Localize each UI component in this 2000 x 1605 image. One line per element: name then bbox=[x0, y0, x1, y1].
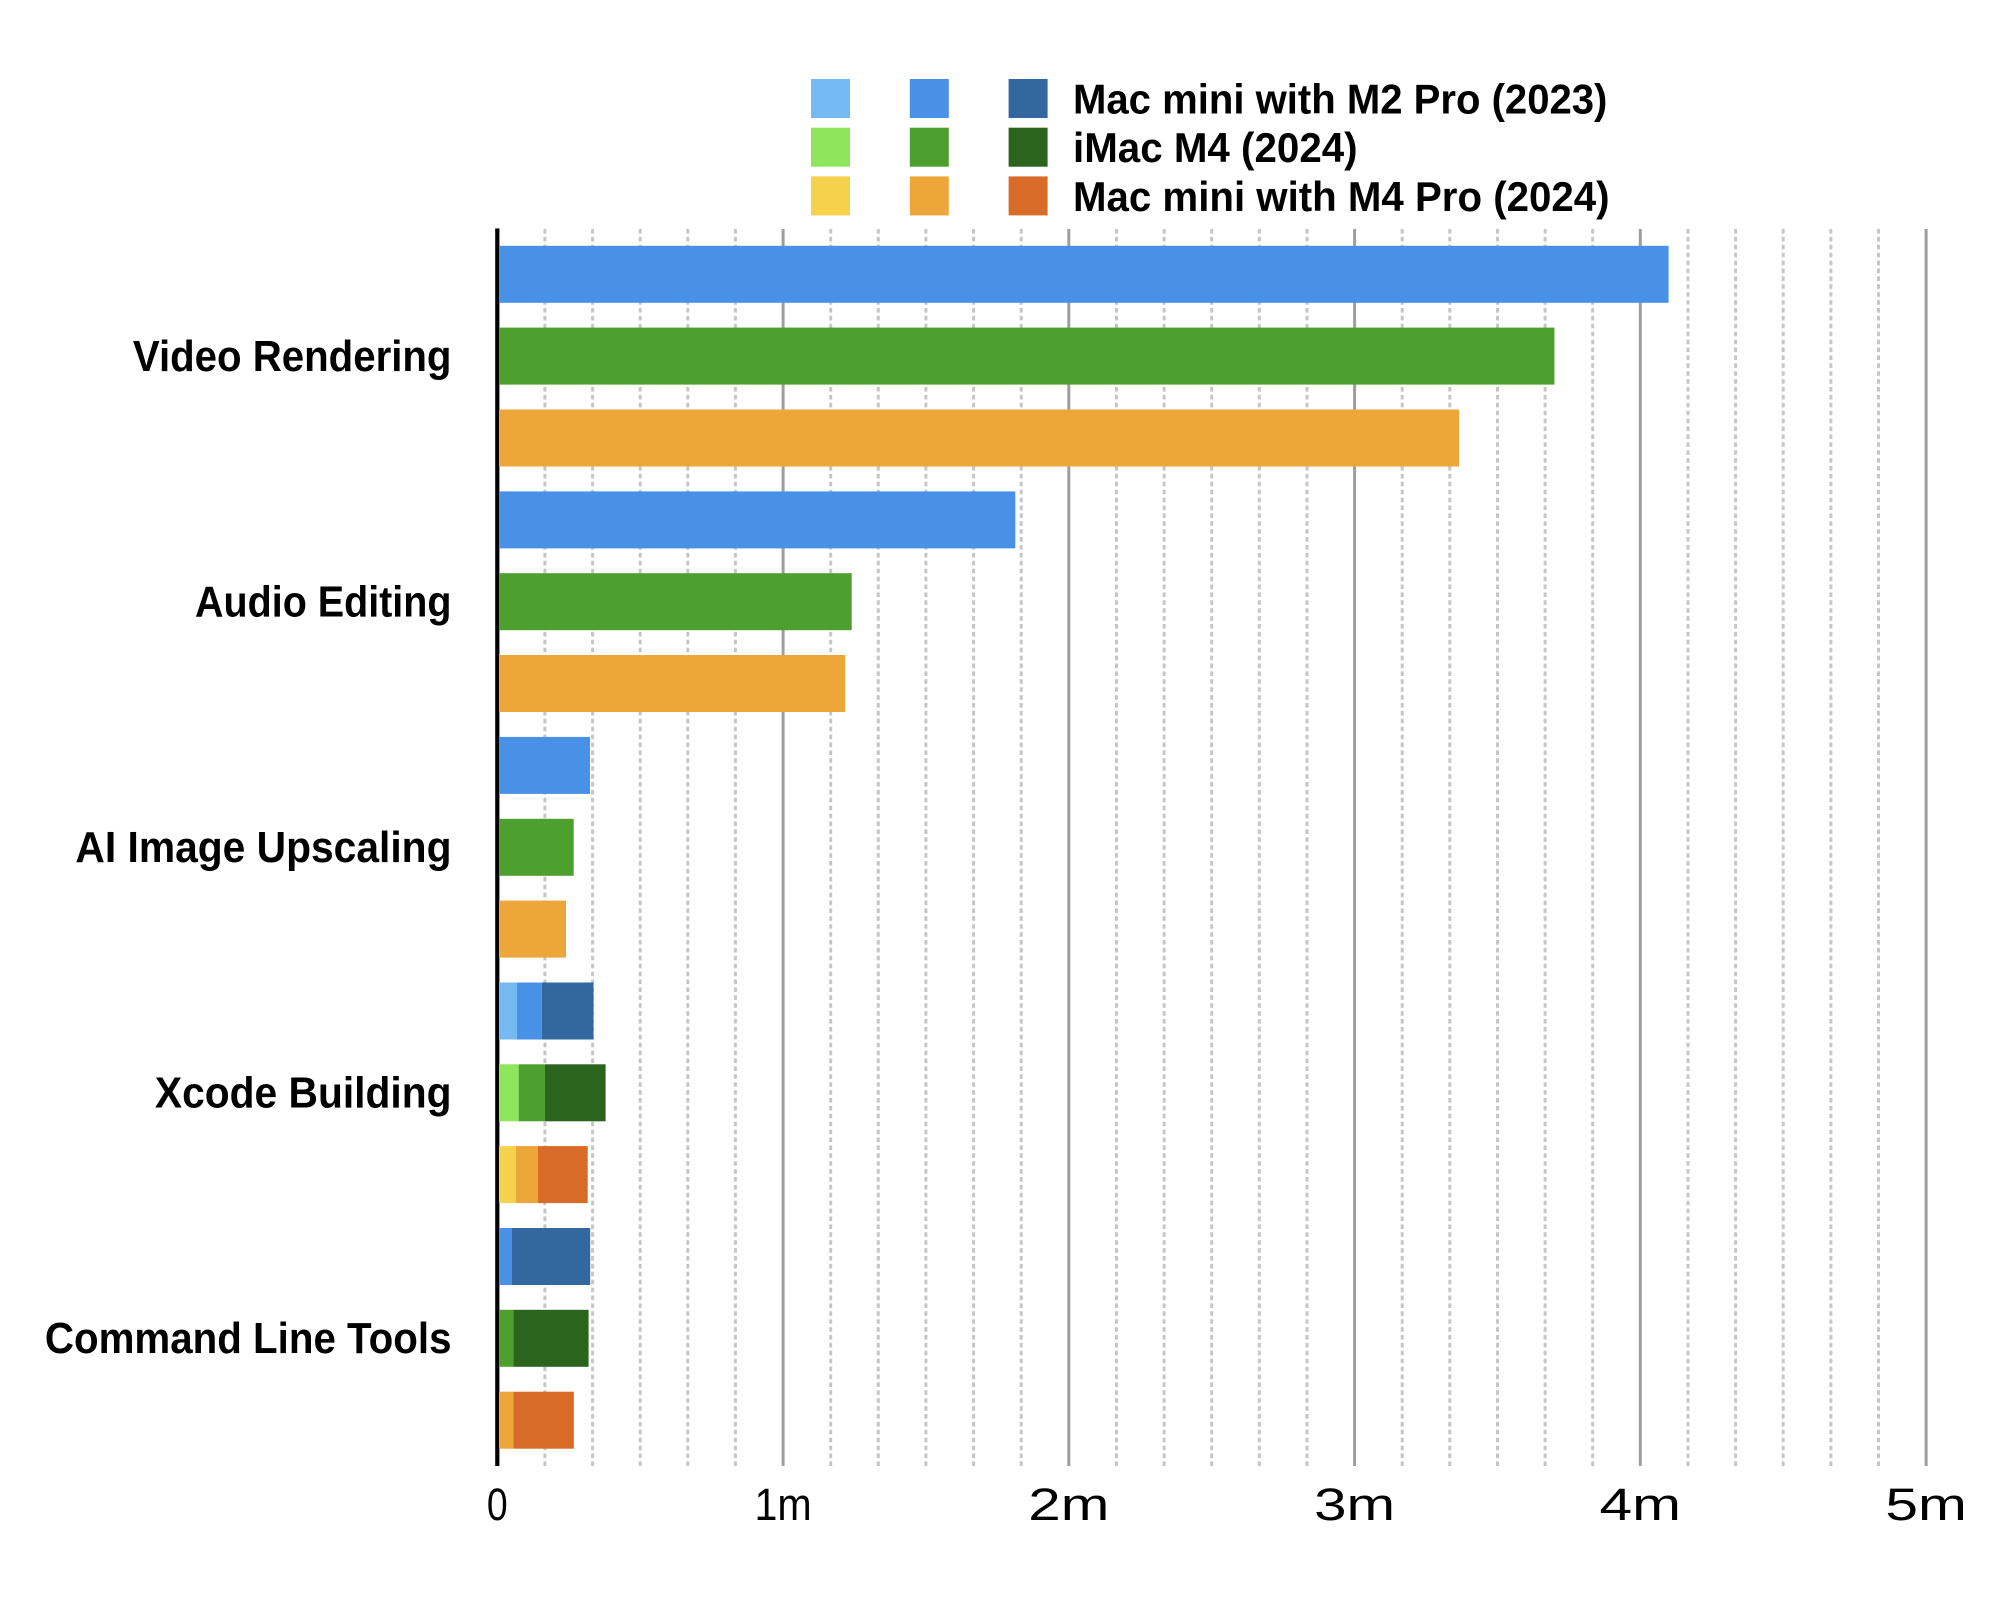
svg-text:AI Image Upscaling: AI Image Upscaling bbox=[75, 823, 451, 872]
svg-text:1m: 1m bbox=[755, 1479, 812, 1530]
svg-text:iMac M4 (2024): iMac M4 (2024) bbox=[1073, 124, 1358, 171]
svg-text:Mac mini with M2 Pro (2023): Mac mini with M2 Pro (2023) bbox=[1073, 76, 1607, 123]
svg-text:3m: 3m bbox=[1314, 1479, 1395, 1530]
svg-text:0: 0 bbox=[487, 1479, 508, 1530]
svg-text:Command Line Tools: Command Line Tools bbox=[45, 1314, 452, 1363]
svg-text:5m: 5m bbox=[1885, 1479, 1967, 1530]
svg-text:Xcode Building: Xcode Building bbox=[155, 1069, 452, 1118]
svg-text:4m: 4m bbox=[1600, 1479, 1682, 1530]
svg-text:Audio Editing: Audio Editing bbox=[195, 578, 452, 627]
svg-text:Mac mini with M4 Pro (2024): Mac mini with M4 Pro (2024) bbox=[1073, 173, 1610, 220]
svg-text:2m: 2m bbox=[1028, 1479, 1109, 1530]
svg-text:Video Rendering: Video Rendering bbox=[133, 332, 452, 381]
